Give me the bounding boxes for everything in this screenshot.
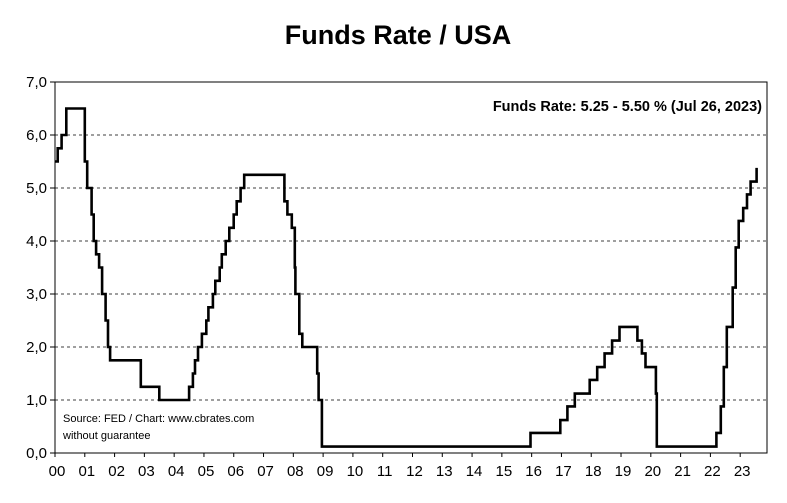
- x-tick-label: 06: [227, 463, 244, 480]
- source-note: Source: FED / Chart: www.cbrates.com: [63, 413, 254, 425]
- funds-rate-series-line: [55, 107, 758, 448]
- x-tick-label: 17: [555, 463, 572, 480]
- x-tick-label: 03: [138, 463, 155, 480]
- y-tick-label: 3,0: [26, 286, 47, 303]
- x-tick-label: 16: [525, 463, 542, 480]
- y-tick-label: 7,0: [26, 74, 47, 91]
- x-tick-label: 12: [406, 463, 423, 480]
- x-tick-label: 14: [466, 463, 483, 480]
- x-tick-label: 07: [257, 463, 274, 480]
- y-axis-ticks: 0,0 1,0 2,0 3,0 4,0 5,0 6,0 7,0: [26, 74, 55, 462]
- x-tick-label: 19: [615, 463, 632, 480]
- y-tick-label: 2,0: [26, 339, 47, 356]
- x-tick-label: 01: [78, 463, 95, 480]
- chart-title: Funds Rate / USA: [285, 20, 512, 50]
- x-tick-label: 04: [168, 463, 185, 480]
- x-tick-label: 22: [704, 463, 721, 480]
- x-tick-label: 08: [287, 463, 304, 480]
- y-tick-label: 5,0: [26, 180, 47, 197]
- x-tick-label: 21: [674, 463, 691, 480]
- x-tick-label: 23: [734, 463, 751, 480]
- x-tick-label: 05: [198, 463, 215, 480]
- grid-lines: [55, 134, 767, 401]
- x-axis-ticks: 00 01 02 03 04 05 06 07 08 09 10 11 12 13 14 15 16 17 18 19…: [49, 453, 751, 480]
- x-tick-label: 09: [317, 463, 334, 480]
- x-tick-label: 00: [49, 463, 66, 480]
- x-tick-label: 10: [347, 463, 364, 480]
- x-tick-label: 15: [496, 463, 513, 480]
- plot-frame: [54, 81, 768, 454]
- x-tick-label: 18: [585, 463, 602, 480]
- y-tick-label: 0,0: [26, 445, 47, 462]
- y-tick-label: 4,0: [26, 233, 47, 250]
- x-tick-label: 11: [377, 463, 393, 480]
- y-tick-label: 1,0: [26, 392, 47, 409]
- current-rate-annotation: Funds Rate: 5.25 - 5.50 % (Jul 26, 2023): [493, 99, 762, 115]
- y-tick-label: 6,0: [26, 127, 47, 144]
- x-tick-label: 13: [436, 463, 453, 480]
- guarantee-note: without guarantee: [62, 430, 150, 442]
- x-tick-label: 02: [108, 463, 125, 480]
- x-tick-label: 20: [644, 463, 661, 480]
